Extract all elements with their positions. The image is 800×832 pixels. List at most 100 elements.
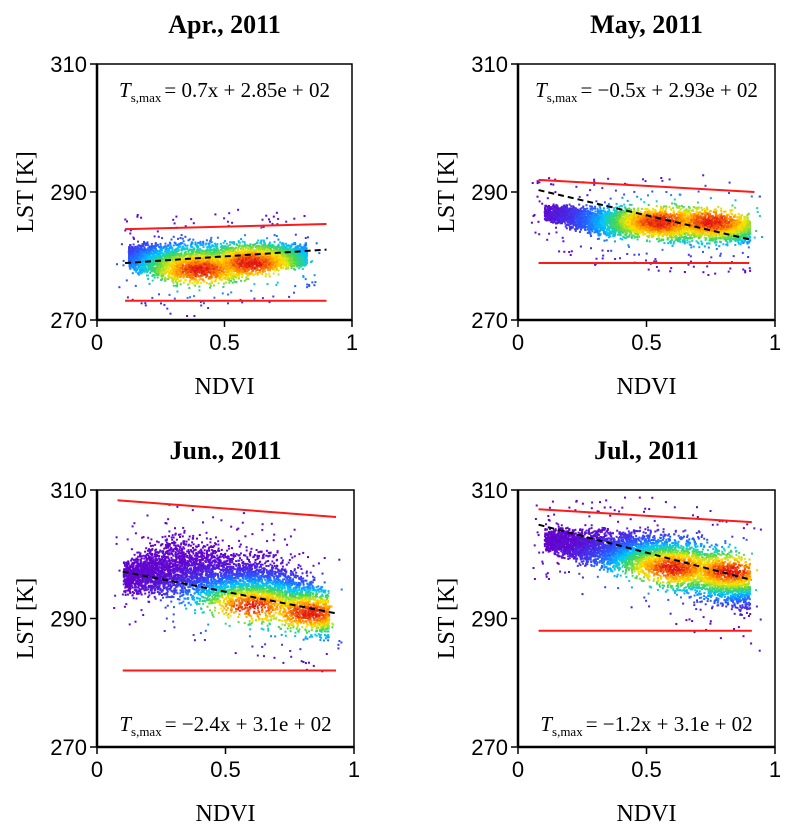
scatter-point: [282, 259, 285, 261]
scatter-point: [292, 242, 295, 245]
scatter-point: [147, 244, 149, 247]
scatter-point: [208, 266, 211, 269]
scatter-point: [287, 267, 290, 270]
scatter-point: [151, 245, 154, 248]
scatter-point: [285, 264, 287, 267]
scatter-point: [165, 278, 168, 281]
scatter-point: [148, 245, 151, 248]
scatter-point: [192, 238, 195, 241]
scatter-point: [298, 267, 301, 270]
scatter-point: [251, 243, 254, 246]
scatter-point: [225, 242, 228, 245]
scatter-point: [261, 270, 264, 273]
scatter-point: [126, 296, 129, 299]
scatter-point: [156, 243, 159, 246]
scatter-point: [137, 244, 140, 247]
scatter-point: [305, 244, 307, 246]
scatter-point: [179, 283, 182, 286]
scatter-point: [258, 250, 261, 253]
scatter-point: [287, 244, 290, 247]
scatter-point: [168, 293, 171, 296]
scatter-point: [190, 245, 193, 248]
scatter-point: [254, 270, 257, 273]
scatter-point: [164, 255, 167, 257]
scatter-point: [234, 266, 237, 269]
scatter-point: [290, 249, 293, 251]
scatter-point: [177, 250, 180, 253]
scatter-point: [304, 237, 307, 239]
scatter-point: [189, 276, 192, 279]
scatter-point: [160, 251, 163, 254]
scatter-point: [237, 273, 240, 276]
scatter-point: [282, 267, 285, 270]
scatter-point: [238, 270, 241, 272]
scatter-point: [196, 252, 199, 255]
scatter-point: [214, 279, 217, 282]
scatter-point: [143, 269, 146, 272]
scatter-point: [220, 246, 223, 249]
scatter-point: [303, 264, 306, 267]
scatter-point: [183, 243, 186, 246]
scatter-point: [243, 249, 246, 252]
scatter-point: [239, 264, 242, 267]
scatter-point: [275, 211, 278, 214]
scatter-point: [151, 296, 154, 299]
scatter-point: [273, 234, 276, 237]
scatter-point: [133, 269, 136, 272]
scatter-point: [132, 251, 135, 254]
scatter-point: [240, 250, 243, 253]
scatter-point: [193, 284, 196, 287]
scatter-point: [182, 281, 185, 284]
scatter-point: [252, 254, 255, 257]
scatter-point: [173, 297, 176, 300]
scatter-point: [237, 249, 239, 252]
scatter-point: [186, 253, 189, 255]
scatter-point: [243, 243, 246, 246]
scatter-point: [164, 242, 167, 245]
scatter-point: [259, 271, 262, 274]
scatter-point: [215, 274, 218, 277]
scatter-point: [260, 226, 263, 229]
scatter-point: [161, 278, 164, 281]
scatter-point: [146, 264, 149, 267]
scatter-point: [235, 257, 238, 260]
scatter-point: [228, 266, 230, 269]
scatter-point: [167, 249, 170, 252]
scatter-point: [290, 267, 293, 270]
scatter-point: [232, 241, 235, 244]
scatter-point: [200, 252, 203, 255]
scatter-point: [231, 270, 234, 273]
scatter-point: [209, 238, 212, 241]
scatter-point: [184, 247, 187, 250]
scatter-point: [294, 233, 297, 236]
scatter-point: [179, 245, 182, 248]
scatter-point: [189, 279, 191, 282]
scatter-point: [164, 245, 167, 248]
scatter-point: [196, 260, 199, 263]
scatter-point: [143, 246, 146, 249]
scatter-point: [231, 281, 234, 284]
scatter-point: [230, 259, 233, 262]
scatter-point: [215, 245, 218, 248]
scatter-point: [306, 286, 309, 289]
scatter-point: [234, 263, 237, 266]
scatter-point: [152, 274, 155, 277]
scatter-point: [231, 249, 234, 252]
scatter-point: [197, 258, 200, 261]
scatter-point: [232, 277, 235, 280]
scatter-point: [209, 240, 212, 243]
scatter-point: [198, 275, 200, 278]
scatter-point: [259, 266, 262, 269]
scatter-point: [220, 259, 223, 262]
scatter-point: [222, 247, 225, 250]
scatter-point: [136, 215, 139, 218]
scatter-point: [272, 266, 275, 268]
scatter-point: [264, 243, 266, 246]
scatter-point: [268, 241, 271, 244]
scatter-point: [229, 265, 232, 268]
scatter-point: [222, 271, 225, 273]
scatter-point: [234, 247, 237, 250]
scatter-point: [276, 223, 279, 226]
scatter-point: [140, 266, 143, 269]
